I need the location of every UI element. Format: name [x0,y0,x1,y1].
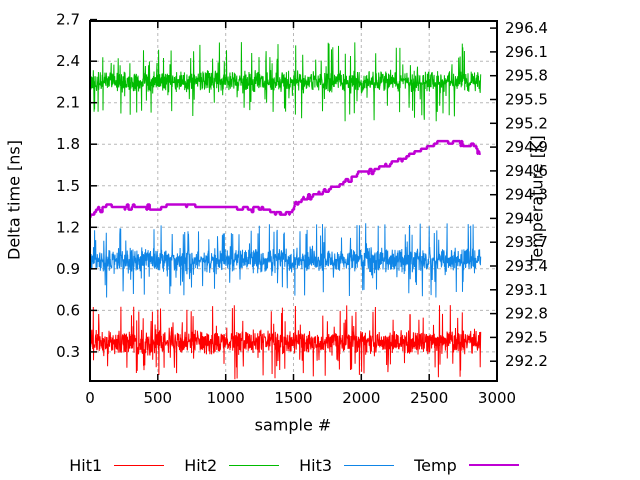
series-hit1-line [89,305,482,380]
left-tick-label: 1.2 [56,218,80,236]
legend: Hit1 Hit2 Hit3 Temp [0,452,588,478]
legend-label: Temp [414,455,457,475]
legend-label: Hit2 [184,455,218,475]
legend-item-hit2: Hit2 [184,455,280,475]
right-axis-title: Temperature [K] [527,135,547,265]
x-tick-label: 0 [85,389,95,407]
right-tick-label: 293.4 [505,257,548,275]
x-axis-title: sample # [254,415,332,435]
right-tick-label: 296.1 [505,43,548,61]
series-hit3-line [89,223,482,298]
x-tick-label: 500 [143,389,172,407]
left-tick-label: 2.4 [56,52,80,70]
legend-item-hit3: Hit3 [299,455,395,475]
left-tick-label: 1.5 [56,177,80,195]
legend-label: Hit1 [69,455,103,475]
right-tick-label: 294.3 [505,186,548,204]
right-tick-label: 295.5 [505,91,548,109]
right-tick-label: 293.7 [505,233,548,251]
right-tick-label: 295.8 [505,67,548,85]
left-axis-title: Delta time [ns] [4,140,24,260]
legend-item-hit1: Hit1 [69,455,165,475]
right-tick-label: 292.2 [505,352,548,370]
tick-marks [89,18,498,381]
series-temp-line [89,139,481,219]
tick-labels: 0.3 0.6 0.9 1.2 1.5 1.8 2.1 2.4 2.7 292.2 292.5 292… [56,11,548,407]
legend-line-swatch [468,464,519,466]
legend-line-swatch [229,464,280,466]
x-tick-label: 2000 [342,389,380,407]
left-tick-label: 2.1 [56,94,80,112]
legend-line-swatch [344,464,395,466]
series-layer [89,42,482,380]
left-tick-label: 0.6 [56,301,80,319]
left-tick-label: 0.3 [56,343,80,361]
x-tick-label: 3000 [478,389,516,407]
left-tick-label: 1.8 [56,135,80,153]
right-tick-label: 294.9 [505,138,548,156]
x-tick-label: 1000 [207,389,245,407]
right-tick-label: 292.5 [505,328,548,346]
x-tick-label: 1500 [274,389,312,407]
series-hit2-line [89,42,482,122]
legend-label: Hit3 [299,455,333,475]
x-tick-label: 2500 [410,389,448,407]
right-tick-label: 296.4 [505,19,548,37]
right-tick-label: 294 [505,209,534,227]
legend-line-swatch [114,464,165,466]
left-tick-label: 0.9 [56,260,80,278]
right-tick-label: 294.6 [505,162,548,180]
legend-item-temp: Temp [414,456,519,475]
right-tick-label: 292.8 [505,305,548,323]
right-tick-label: 295.2 [505,114,548,132]
right-tick-label: 293.1 [505,281,548,299]
left-tick-label: 2.7 [56,11,80,29]
